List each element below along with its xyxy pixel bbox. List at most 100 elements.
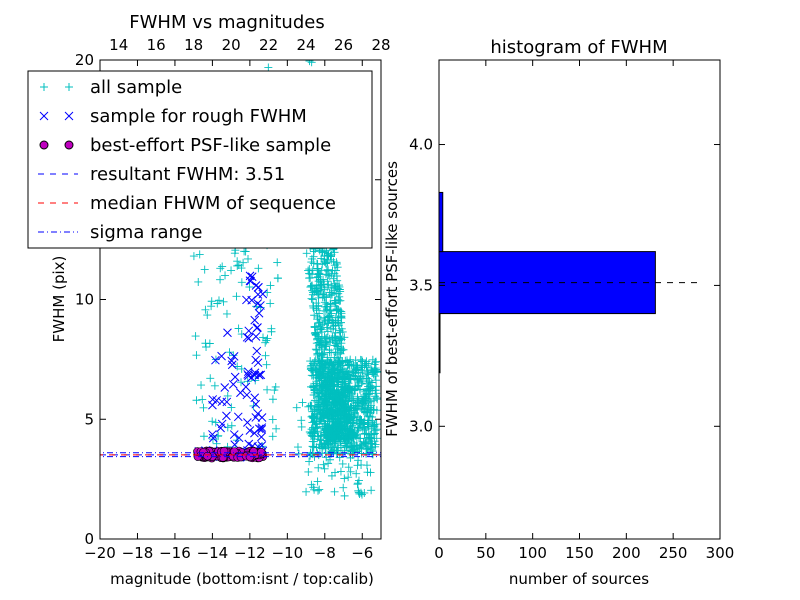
legend-box <box>27 70 373 249</box>
scatter-point <box>305 60 314 66</box>
scatter-point <box>323 437 332 446</box>
scatter-point <box>333 342 342 351</box>
scatter-point <box>201 305 210 314</box>
histogram-title: histogram of FWHM <box>490 37 667 58</box>
scatter-point <box>367 434 376 443</box>
scatter-point <box>327 471 336 480</box>
scatter-point <box>336 287 345 296</box>
scatter-point <box>360 430 369 439</box>
legend-entry-sigma-range: sigma range <box>38 222 202 243</box>
scatter-point <box>358 424 367 433</box>
scatter-point <box>189 252 198 261</box>
scatter-point <box>370 429 379 438</box>
scatter-point <box>208 433 218 443</box>
top-x-tick-label: 18 <box>184 36 203 54</box>
histogram-x-label: number of sources <box>509 570 649 588</box>
scatter-point <box>309 382 318 391</box>
scatter-point <box>363 374 372 383</box>
scatter-top-x-ticks: 14 16 18 20 22 24 26 28 <box>109 36 390 54</box>
x-tick-label: −14 <box>197 544 229 562</box>
scatter-point <box>347 425 356 434</box>
scatter-point <box>199 403 208 412</box>
scatter-point <box>372 389 381 398</box>
scatter-point <box>334 356 343 365</box>
scatter-point <box>323 319 332 328</box>
scatter-point <box>369 396 378 405</box>
scatter-point <box>321 342 330 351</box>
histogram-y-ticks: 3.0 3.5 4.0 <box>409 136 720 435</box>
scatter-point <box>327 427 336 436</box>
scatter-point <box>317 348 326 357</box>
scatter-point <box>309 413 318 422</box>
scatter-point <box>315 406 324 415</box>
scatter-point <box>327 388 336 397</box>
scatter-point <box>328 393 337 402</box>
scatter-point <box>340 417 349 426</box>
scatter-point <box>304 467 313 476</box>
scatter-point <box>237 278 246 287</box>
scatter-point <box>254 264 263 273</box>
scatter-point <box>237 364 246 373</box>
scatter-point <box>307 431 316 440</box>
scatter-point <box>309 391 318 400</box>
x-tick-label: 50 <box>476 544 495 562</box>
scatter-point <box>328 374 337 383</box>
scatter-point <box>344 379 353 388</box>
scatter-point <box>257 432 266 442</box>
scatter-point <box>251 413 261 422</box>
scatter-point <box>326 300 335 309</box>
legend-label-rough-sample: sample for rough FWHM <box>90 106 307 127</box>
scatter-point <box>268 415 277 424</box>
scatter-point <box>347 412 356 421</box>
scatter-point <box>371 372 380 381</box>
scatter-point <box>310 323 319 332</box>
scatter-point <box>327 373 336 382</box>
x-tick-label: −16 <box>159 544 191 562</box>
scatter-point <box>308 359 317 368</box>
scatter-point <box>319 280 328 289</box>
scatter-point <box>322 323 331 332</box>
scatter-point <box>324 459 333 468</box>
scatter-point <box>244 333 254 343</box>
scatter-point <box>310 357 319 366</box>
scatter-point <box>264 63 273 72</box>
scatter-point <box>343 367 352 376</box>
scatter-point <box>252 323 262 333</box>
scatter-point <box>316 405 325 414</box>
scatter-point <box>315 269 324 278</box>
scatter-point <box>306 401 315 410</box>
scatter-point <box>242 332 252 342</box>
scatter-point <box>346 385 355 394</box>
scatter-point <box>324 265 333 274</box>
scatter-point <box>315 356 324 365</box>
scatter-point <box>316 337 325 346</box>
scatter-point <box>273 258 282 267</box>
scatter-point <box>233 412 243 422</box>
scatter-point <box>338 459 347 468</box>
top-x-tick-label: 20 <box>222 36 241 54</box>
scatter-point <box>243 370 253 379</box>
scatter-point <box>334 305 343 314</box>
scatter-point <box>352 469 361 478</box>
scatter-point <box>314 400 323 409</box>
scatter-point <box>351 384 360 393</box>
scatter-point <box>202 342 211 351</box>
legend-entry-median-fwhm: median FHWM of sequence <box>38 193 336 214</box>
scatter-point <box>356 440 365 449</box>
scatter-point <box>357 442 366 451</box>
scatter-point <box>208 417 217 426</box>
scatter-point <box>307 60 316 67</box>
scatter-point <box>237 264 246 273</box>
scatter-point <box>233 261 242 270</box>
scatter-point <box>357 379 366 388</box>
scatter-point <box>305 274 314 283</box>
scatter-point <box>234 324 243 333</box>
x-tick-label: −18 <box>122 544 154 562</box>
scatter-point <box>302 249 311 258</box>
scatter-point <box>227 266 236 275</box>
scatter-reference-lines <box>100 452 381 458</box>
x-tick-label: 250 <box>659 544 688 562</box>
scatter-point <box>323 395 332 404</box>
scatter-y-label: FWHM (pix) <box>50 256 68 343</box>
scatter-point <box>259 333 268 342</box>
